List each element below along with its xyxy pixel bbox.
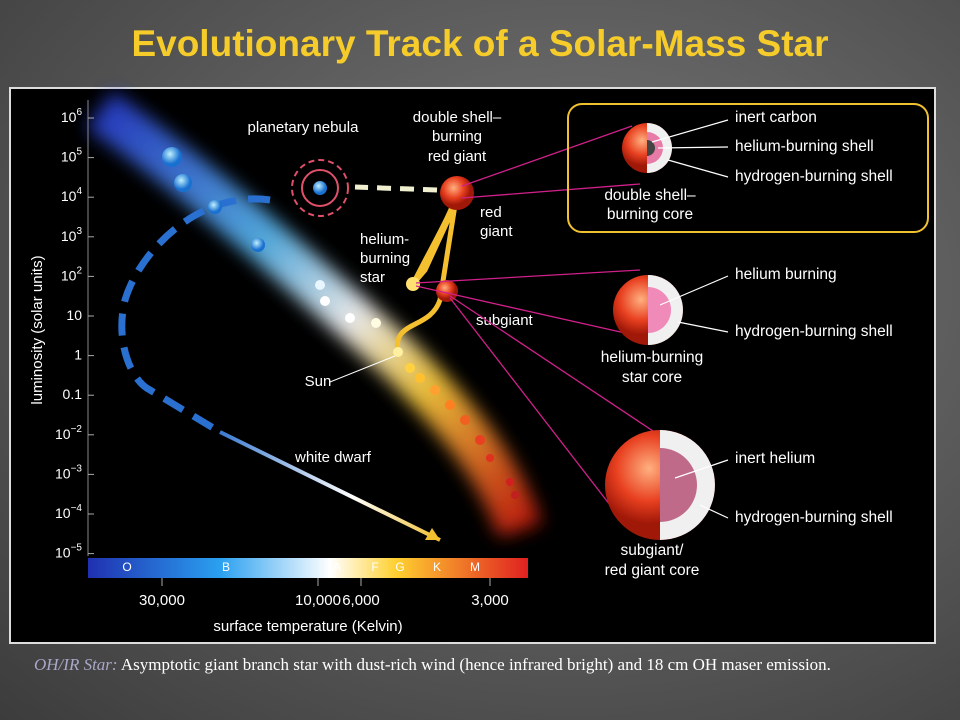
inset-caption: red giant core	[605, 562, 700, 579]
tick-exponent: 5	[76, 146, 82, 157]
spectral-class: G	[395, 560, 404, 574]
arrowhead	[425, 528, 440, 540]
tick-exponent: −4	[71, 503, 83, 514]
label: red giant	[428, 148, 487, 165]
inset-connectors	[415, 125, 663, 506]
caption-text: Asymptotic giant branch star with dust-r…	[117, 655, 831, 674]
spectral-class: B	[222, 560, 230, 574]
slide: Evolutionary Track of a Solar-Mass Star …	[9, 23, 936, 644]
x-tick-label: 6,000	[342, 592, 380, 609]
label: giant	[480, 223, 513, 240]
y-tick-label: 0.1	[63, 386, 83, 402]
caption: OH/IR Star: Asymptotic giant branch star…	[34, 654, 914, 676]
y-tick-label: 105	[61, 146, 83, 164]
nebula-core	[313, 181, 327, 195]
tick-base: 10	[66, 307, 82, 323]
label: red	[480, 204, 502, 221]
main-sequence-band	[87, 91, 542, 538]
inset-caption: star core	[622, 369, 682, 386]
stars	[162, 147, 519, 499]
inset-label: hydrogen-burning shell	[735, 323, 893, 340]
label: burning	[360, 250, 410, 267]
y-tick-label: 104	[61, 186, 83, 204]
spectral-class: F	[371, 560, 378, 574]
inset-label: hydrogen-burning shell	[735, 168, 893, 185]
inset-label: helium burning	[735, 266, 837, 283]
y-tick-label: 10−4	[55, 503, 82, 521]
label: double shell–	[413, 109, 502, 126]
label: Sun	[305, 373, 332, 390]
y-tick-label: 10−5	[55, 542, 82, 560]
spectral-class: M	[470, 560, 480, 574]
inset-label: inert carbon	[735, 109, 817, 126]
tick-exponent: 6	[76, 107, 82, 118]
x-tick-label: 3,000	[471, 592, 509, 609]
tick-base: 10	[61, 267, 77, 283]
tick-exponent: 2	[76, 265, 82, 276]
inset-caption: helium-burning	[601, 349, 704, 366]
tick-base: 10	[61, 228, 77, 244]
inset-label: helium-burning shell	[735, 138, 874, 155]
y-tick-label: 1	[74, 346, 82, 362]
label: subgiant	[476, 312, 534, 329]
inset-caption: double shell–	[604, 187, 696, 204]
tick-base: 10	[61, 109, 77, 125]
label: planetary nebula	[248, 119, 360, 136]
tick-exponent: −2	[71, 423, 83, 434]
white-dwarf-track	[219, 430, 441, 542]
tick-exponent: 3	[76, 225, 82, 236]
spectral-bar	[88, 558, 528, 578]
spectral-class: K	[433, 560, 441, 574]
label: helium-	[360, 231, 409, 248]
tick-exponent: −5	[71, 542, 83, 553]
y-tick-label: 10−2	[55, 423, 82, 441]
y-tick-label: 10−3	[55, 463, 82, 481]
inset-caption: burning core	[607, 206, 693, 223]
nebula-track	[354, 184, 438, 193]
tick-base: 1	[74, 346, 82, 362]
y-tick-label: 103	[61, 225, 83, 243]
tick-base: 0.1	[63, 386, 83, 402]
spectral-class: A	[333, 560, 341, 574]
label: burning	[432, 128, 482, 145]
pointer-lines	[329, 355, 396, 383]
tick-base: 10	[55, 465, 71, 481]
tick-base: 10	[55, 505, 71, 521]
label: white dwarf	[294, 449, 372, 466]
inset-caption: subgiant/	[621, 542, 685, 559]
x-axis-label: surface temperature (Kelvin)	[213, 618, 402, 635]
tick-exponent: 4	[76, 186, 82, 197]
caption-lead: OH/IR Star:	[34, 655, 118, 674]
hr-diagram: planetary nebula double shell– burning r…	[29, 91, 542, 635]
inset-label: hydrogen-burning shell	[735, 509, 893, 526]
planetary-nebula	[291, 159, 349, 217]
cooling-track	[118, 195, 271, 436]
y-axis-label: luminosity (solar units)	[29, 255, 46, 404]
title: Evolutionary Track of a Solar-Mass Star	[131, 23, 828, 64]
insets: inert carbon helium-burning shell hydrog…	[601, 109, 893, 579]
tick-base: 10	[61, 188, 77, 204]
spectral-class: O	[122, 560, 131, 574]
label: star	[360, 269, 385, 286]
tick-base: 10	[55, 544, 71, 560]
inset-label: inert helium	[735, 450, 815, 467]
tick-base: 10	[61, 148, 77, 164]
tick-exponent: −3	[71, 463, 83, 474]
y-tick-label: 106	[61, 107, 83, 125]
x-tick-label: 30,000	[139, 592, 185, 609]
y-tick-label: 10	[66, 307, 82, 323]
tick-base: 10	[55, 426, 71, 442]
x-tick-label: 10,000	[295, 592, 341, 609]
inset-frame	[567, 103, 929, 233]
y-tick-label: 102	[61, 265, 83, 283]
